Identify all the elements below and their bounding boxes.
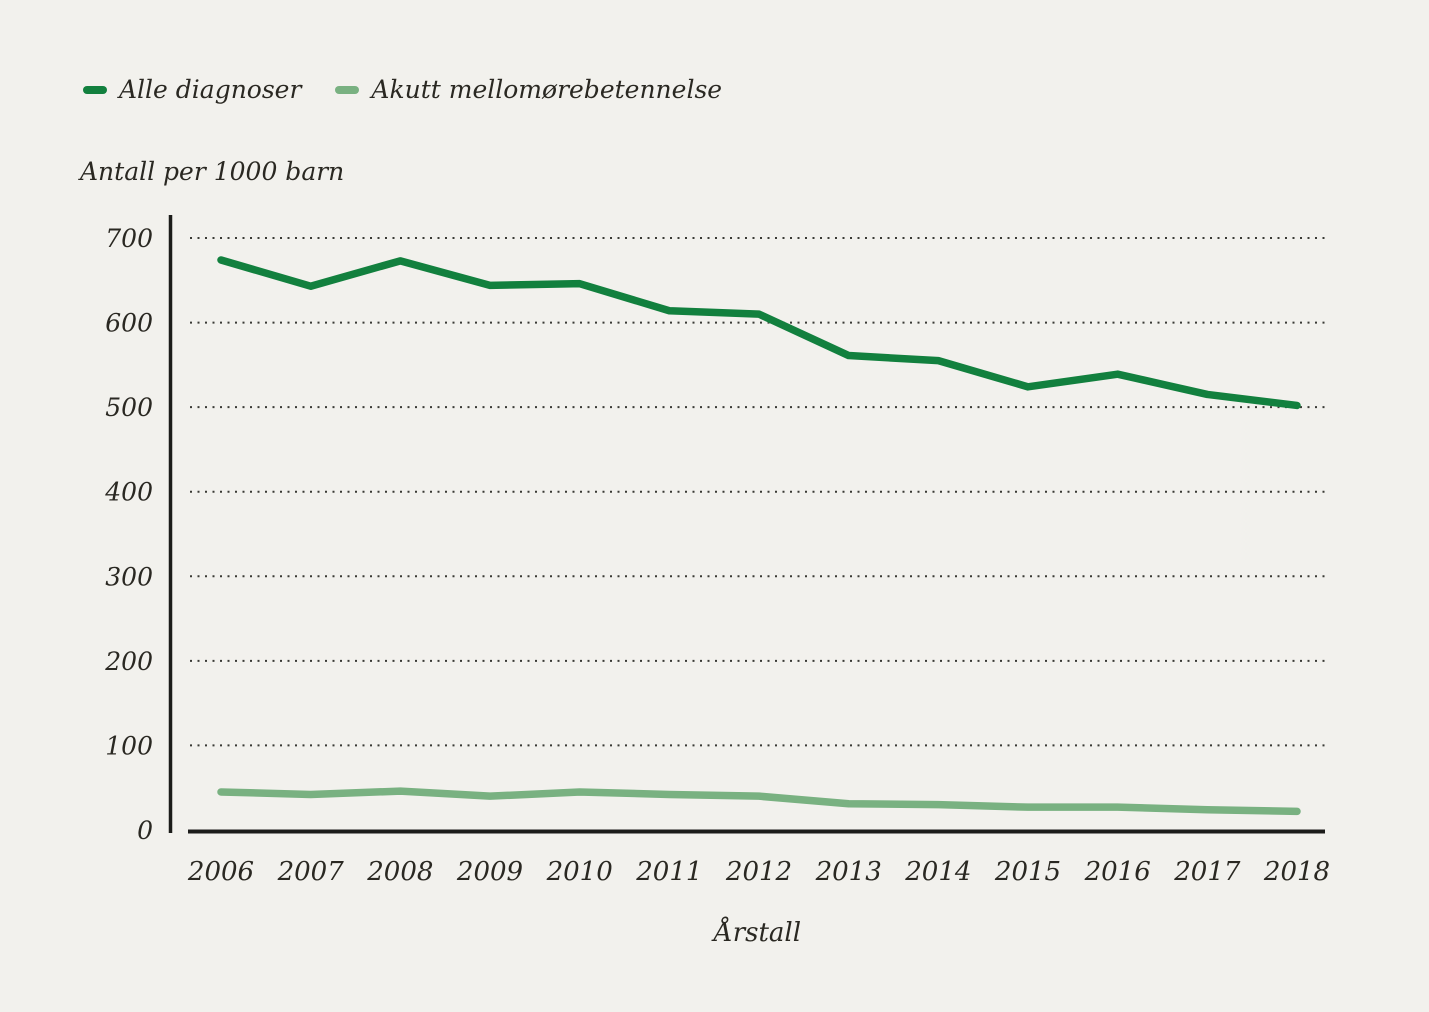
series-line-alle-diagnoser — [217, 256, 1301, 410]
legend-label: Akutt mellomørebetennelse — [371, 75, 723, 104]
x-tick-label-2018: 2018 — [1263, 857, 1330, 887]
y-tick-label-700: 700 — [105, 224, 153, 253]
x-tick-label-2011: 2011 — [635, 857, 702, 887]
x-tick-label-2014: 2014 — [904, 857, 971, 887]
x-tick-label-2009: 2009 — [456, 857, 523, 887]
x-tick-label-2012: 2012 — [725, 857, 792, 887]
legend-swatch-light-green — [335, 85, 360, 94]
chart-legend: Alle diagnoser Akutt mellomørebetennelse — [83, 75, 722, 104]
y-tick-label-300: 300 — [105, 562, 153, 591]
y-axis-title: Antall per 1000 barn — [80, 157, 345, 186]
y-tick-label-500: 500 — [105, 393, 153, 422]
x-tick-label-2007: 2007 — [277, 857, 345, 887]
legend-swatch-dark-green — [83, 85, 107, 94]
x-tick-label-2010: 2010 — [546, 857, 613, 887]
y-tick-label-100: 100 — [105, 731, 153, 760]
y-tick-label-600: 600 — [105, 309, 153, 338]
legend-item-akutt-mellomorebetennelse: Akutt mellomørebetennelse — [335, 75, 722, 104]
legend-label: Alle diagnoser — [119, 75, 302, 104]
x-axis-title: Årstall — [713, 918, 802, 948]
x-tick-label-2013: 2013 — [815, 857, 882, 887]
legend-item-alle-diagnoser: Alle diagnoser — [83, 75, 301, 104]
x-tick-label-2017: 2017 — [1173, 857, 1241, 887]
x-tick-label-2015: 2015 — [994, 857, 1061, 887]
y-tick-label-400: 400 — [104, 478, 153, 507]
x-tick-label-2016: 2016 — [1084, 857, 1151, 887]
x-tick-label-2006: 2006 — [187, 857, 254, 887]
series-line-akutt-mellom-rebetennelse — [217, 787, 1301, 816]
x-tick-label-2008: 2008 — [366, 857, 433, 887]
y-tick-label-200: 200 — [104, 647, 153, 676]
y-tick-label-0: 0 — [137, 816, 153, 845]
